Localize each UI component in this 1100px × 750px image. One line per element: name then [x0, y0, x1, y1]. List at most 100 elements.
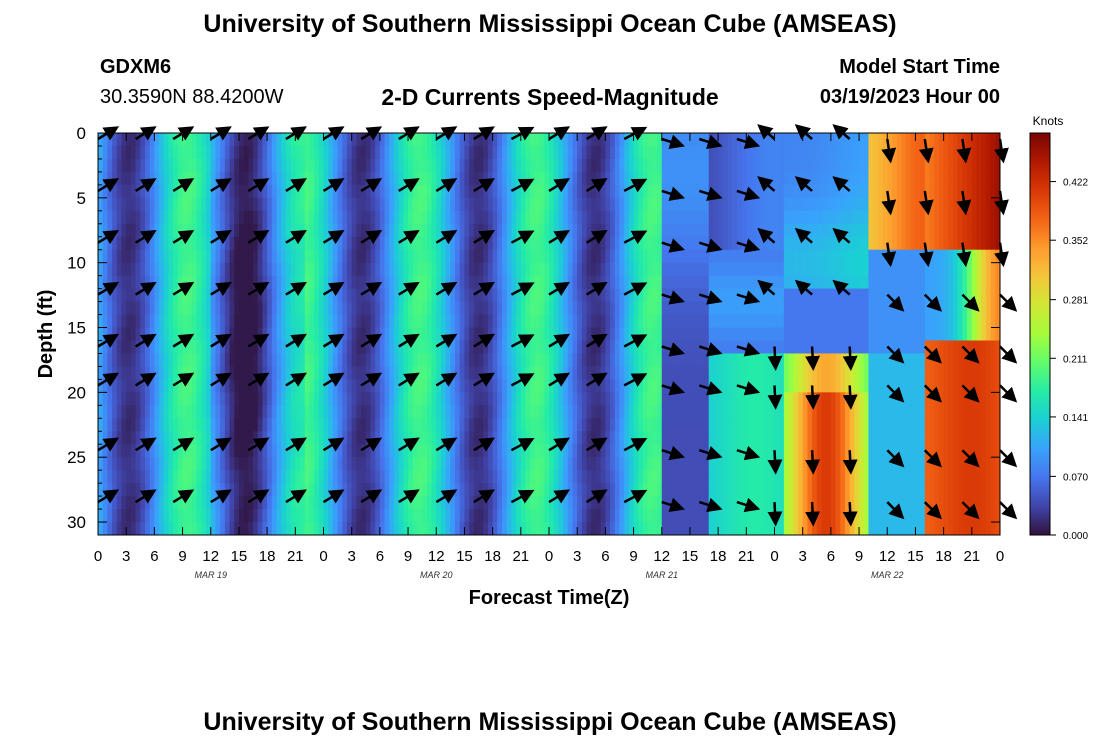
current-vector	[661, 290, 685, 305]
current-vector	[398, 178, 420, 193]
current-vector	[736, 342, 761, 357]
current-vector	[585, 437, 608, 452]
current-vector	[247, 178, 270, 193]
y-tick-label: 30	[67, 513, 86, 532]
x-tick-label: 18	[484, 548, 501, 565]
current-vector	[360, 230, 383, 245]
current-vector	[134, 230, 157, 245]
colorbar-tick-label: 0.211	[1063, 354, 1088, 365]
x-tick-label: 18	[935, 548, 952, 565]
current-vector	[322, 281, 345, 297]
current-vector	[832, 279, 851, 296]
current-vector	[473, 489, 495, 504]
current-vector	[398, 281, 420, 297]
current-vector	[794, 176, 813, 192]
current-vector	[97, 372, 120, 387]
current-vector	[994, 242, 1009, 268]
current-vector	[435, 372, 458, 387]
current-vector	[285, 489, 307, 504]
x-axis-label: Forecast Time(Z)	[469, 587, 630, 609]
current-vector	[398, 489, 420, 504]
current-vector	[923, 449, 942, 468]
current-vector	[736, 290, 761, 305]
current-vector	[285, 437, 307, 452]
current-vector	[661, 342, 685, 357]
current-vector	[886, 293, 905, 312]
x-tick-label: 15	[456, 548, 473, 565]
current-vector	[285, 281, 307, 297]
current-vector	[210, 489, 232, 504]
current-vector	[473, 437, 495, 452]
current-vector	[767, 346, 783, 371]
x-tick-label: 0	[94, 548, 102, 565]
current-vector	[97, 437, 120, 452]
colorbar-tick-label: 0.281	[1063, 296, 1088, 307]
current-vector	[322, 333, 345, 348]
current-vector	[247, 230, 270, 245]
x-tick-label: 21	[512, 548, 529, 565]
y-tick-label: 15	[67, 319, 86, 338]
current-vector	[767, 450, 783, 475]
current-vector	[398, 333, 420, 348]
current-vector	[548, 281, 571, 297]
current-vector	[172, 281, 195, 297]
current-vector	[510, 230, 535, 245]
current-vector	[923, 384, 942, 403]
current-vector	[398, 437, 420, 452]
current-vector	[322, 178, 345, 193]
colorbar-tick-label: 0.352	[1063, 236, 1088, 247]
current-vector	[548, 230, 571, 245]
colorbar: Knots 0.422 0.352 0.281 0.211 0.141 0.070 0.00…	[1029, 114, 1088, 542]
current-vector	[435, 230, 458, 245]
current-vector	[548, 372, 571, 387]
current-vector	[736, 134, 761, 149]
current-vector	[999, 345, 1018, 364]
current-vector	[698, 134, 723, 149]
current-vector	[435, 489, 458, 504]
current-vector	[134, 372, 157, 387]
current-vector	[999, 501, 1018, 520]
y-tick-label: 20	[67, 383, 86, 402]
current-vector	[623, 230, 648, 245]
current-vector	[435, 333, 458, 348]
current-vector	[134, 178, 157, 193]
current-vector	[961, 293, 980, 312]
current-vector	[510, 282, 535, 297]
current-vector	[999, 449, 1018, 468]
colorbar-ramp	[1029, 132, 1051, 536]
current-vector	[881, 138, 897, 164]
x-tick-label: 12	[879, 548, 896, 565]
x-tick-label: 21	[287, 548, 304, 565]
current-vector	[435, 437, 458, 452]
current-vector	[172, 230, 195, 245]
current-vector	[881, 242, 897, 268]
current-vector	[623, 282, 648, 297]
current-vector	[842, 385, 858, 410]
x-tick-label: 3	[122, 548, 130, 565]
colorbar-tick-label: 0.070	[1063, 472, 1088, 483]
current-vector	[886, 384, 905, 403]
current-vector	[435, 281, 458, 297]
current-vector	[585, 281, 608, 297]
current-vector	[832, 124, 851, 140]
x-axis: 0 3 6 9 12 15 18 21 0 3 6 9 12 15 18 21 0 3 6 9 12 15 18 21 0 3 6 9…	[94, 133, 1004, 580]
y-axis-label: Depth (ft)	[35, 290, 57, 379]
station-id: GDXM6	[100, 56, 172, 78]
current-vector	[623, 489, 648, 504]
current-vector	[210, 437, 232, 452]
current-vector	[623, 334, 648, 348]
current-vector	[999, 293, 1018, 312]
x-tick-label: 18	[710, 548, 727, 565]
current-vector	[961, 345, 980, 364]
current-vector	[360, 437, 383, 452]
currents-chart: 0 3 6 9 12 15 18 21 0 3 6 9 12 15 18 21 0 3 6 9 12 15 18 21 0 3 6 9…	[35, 114, 1088, 609]
current-vector	[398, 372, 420, 387]
current-vector	[623, 438, 648, 452]
current-vector	[923, 345, 942, 364]
current-vector	[247, 372, 270, 387]
current-vector	[360, 372, 383, 387]
current-vector	[172, 489, 195, 504]
y-tick-label: 0	[77, 124, 86, 143]
current-vector	[322, 437, 345, 452]
current-vector	[210, 372, 232, 387]
